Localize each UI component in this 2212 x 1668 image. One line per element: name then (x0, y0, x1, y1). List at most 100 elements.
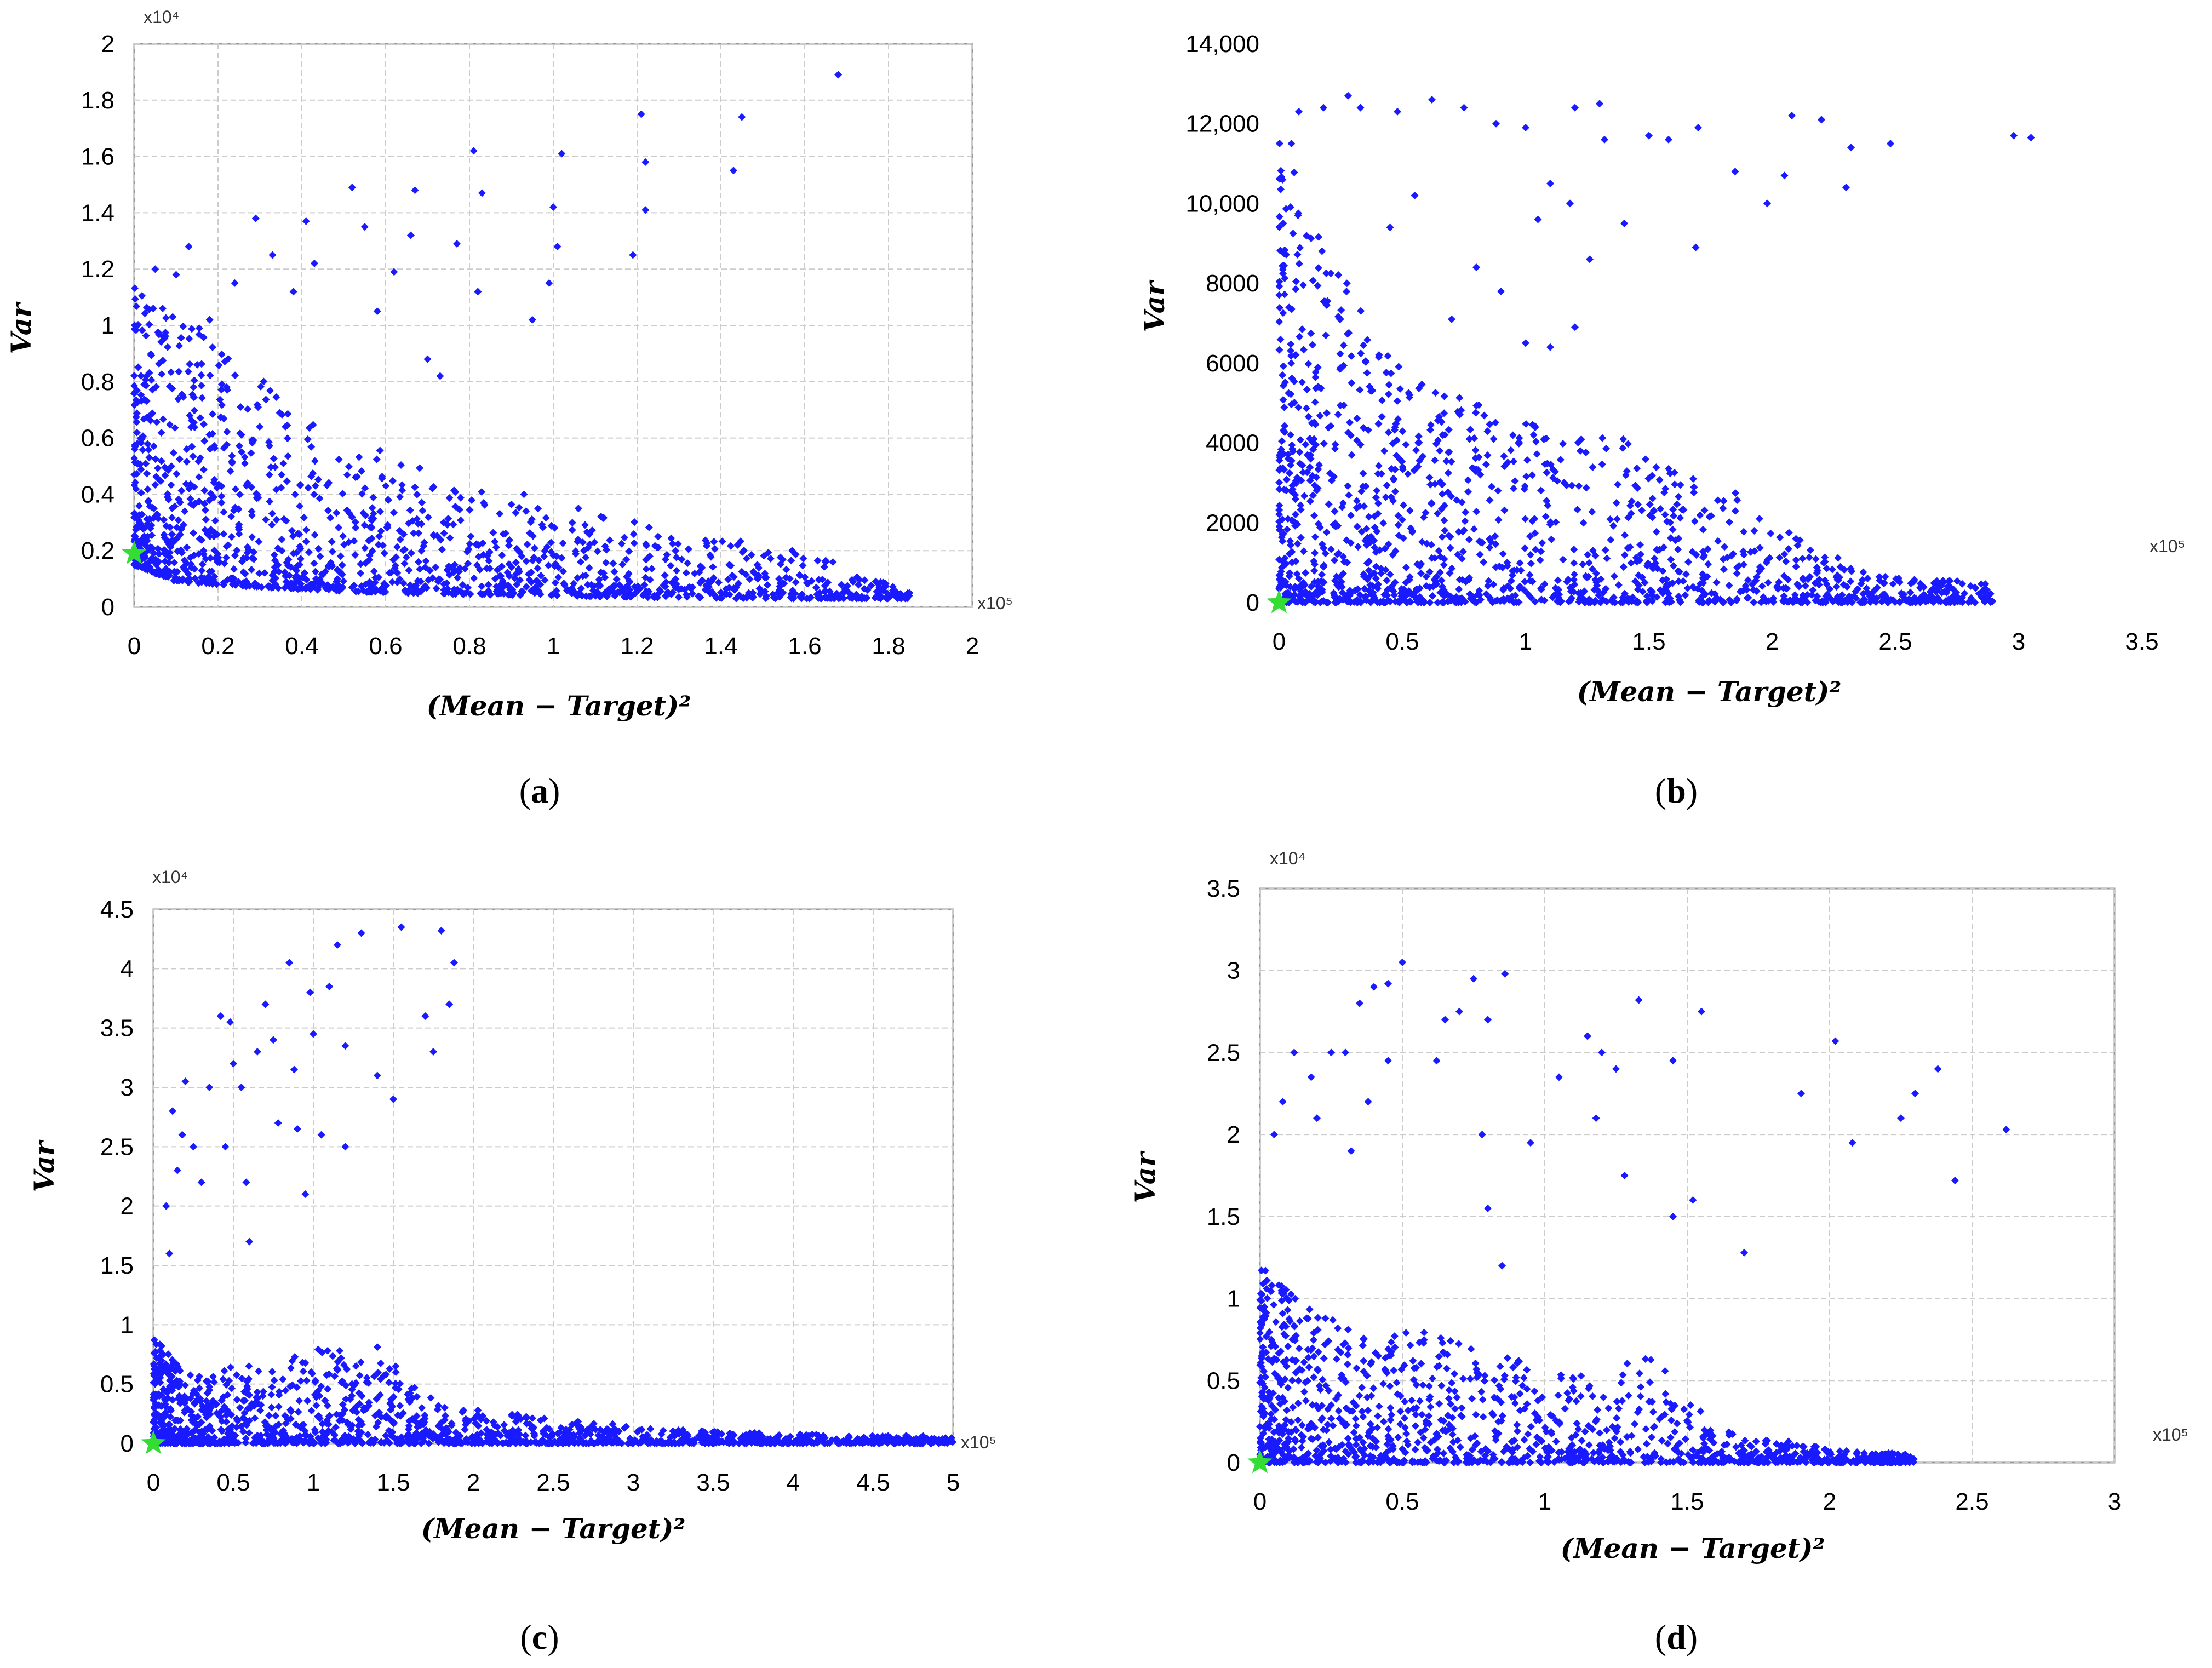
x-tick-label: 1.8 (872, 633, 905, 660)
scatter-point (161, 329, 169, 337)
scatter-point (722, 584, 730, 593)
scatter-point (629, 251, 637, 259)
scatter-point (716, 594, 724, 602)
scatter-point (220, 415, 228, 423)
scatter-point (641, 206, 650, 214)
scatter-point (174, 547, 182, 555)
scatter-point (187, 564, 196, 572)
scatter-point (379, 584, 387, 592)
scatter-point (133, 409, 141, 417)
y-tick-label: 3 (1227, 958, 1240, 984)
scatter-point (220, 559, 228, 568)
scatter-point (436, 372, 444, 380)
scatter-point (146, 416, 154, 425)
scatter-point (1507, 446, 1515, 454)
scatter-point (131, 478, 140, 486)
scatter-point (710, 544, 719, 553)
scatter-point (191, 423, 199, 432)
scatter-point (184, 570, 192, 578)
y-axis-title: Var (5, 301, 37, 354)
scatter-point (410, 529, 418, 537)
scatter-point (290, 579, 299, 587)
scatter-point (253, 400, 261, 409)
y-tick-label: 4000 (1206, 430, 1259, 457)
scatter-point (1652, 463, 1660, 472)
scatter-point (146, 565, 154, 574)
scatter-point (525, 570, 533, 578)
scatter-point (522, 507, 530, 515)
x-tick-label: 1 (1519, 628, 1532, 655)
scatter-point (709, 574, 718, 582)
scatter-point (286, 584, 295, 593)
scatter-point (415, 529, 423, 537)
scatter-point (145, 445, 153, 454)
scatter-point (534, 505, 542, 513)
scatter-point (727, 561, 735, 570)
scatter-point (466, 540, 474, 548)
scatter-point (603, 546, 611, 554)
scatter-point (147, 521, 156, 529)
scatter-point (622, 555, 631, 564)
scatter-point (380, 549, 388, 557)
scatter-point (599, 514, 608, 522)
scatter-point (175, 576, 183, 584)
scatter-point (578, 538, 587, 547)
scatter-point (643, 541, 651, 549)
y-tick-label: 1 (121, 1311, 134, 1338)
scatter-point (177, 334, 185, 342)
scatter-point (1331, 445, 1339, 453)
scatter-point (283, 477, 291, 485)
scatter-point (223, 428, 231, 436)
scatter-point (350, 581, 358, 589)
scatter-point (609, 559, 617, 568)
scatter-point (239, 568, 248, 576)
scatter-point (651, 593, 660, 601)
x-tick-label: 0.5 (1385, 1488, 1419, 1515)
scatter-point (250, 555, 258, 563)
scatter-point (492, 587, 501, 595)
scatter-point (404, 519, 412, 528)
scatter-point (131, 388, 139, 396)
y-tick-label: 3.5 (100, 1015, 134, 1042)
scatter-point (247, 449, 255, 457)
scatter-point (1314, 282, 1322, 290)
scatter-point (396, 493, 404, 501)
scatter-point (505, 572, 513, 580)
scatter-point (153, 464, 162, 472)
scatter-point (203, 575, 211, 583)
scatter-point (220, 508, 228, 516)
scatter-point (357, 560, 365, 568)
panel-label: (b) (1655, 771, 1698, 810)
scatter-point (149, 305, 157, 313)
scatter-point (224, 541, 232, 549)
scatter-point (310, 259, 318, 267)
scatter-point (311, 457, 319, 465)
scatter-point (668, 588, 677, 597)
scatter-point (484, 581, 492, 589)
scatter-point (291, 574, 300, 582)
scatter-point (367, 582, 375, 591)
scatter-point (1440, 516, 1448, 524)
scatter-point (409, 583, 417, 591)
scatter-point (762, 594, 770, 603)
scatter-point (166, 421, 174, 429)
scatter-point (198, 560, 207, 569)
scatter-point (271, 563, 279, 571)
scatter-point (661, 571, 669, 580)
scatter-point (552, 587, 560, 595)
scatter-point (283, 434, 291, 443)
scatter-point (402, 553, 410, 561)
scatter-point (443, 579, 451, 587)
scatter-point (351, 551, 359, 559)
scatter-point (280, 515, 288, 523)
scatter-point (137, 391, 145, 399)
scatter-point (164, 343, 172, 351)
scatter-point (730, 573, 738, 581)
scatter-point (821, 587, 829, 595)
scatter-point (359, 509, 368, 517)
scatter-point (460, 590, 468, 598)
scatter-point (171, 423, 179, 432)
scatter-point (375, 532, 383, 541)
scatter-point (211, 517, 219, 525)
scatter-point (432, 584, 440, 593)
